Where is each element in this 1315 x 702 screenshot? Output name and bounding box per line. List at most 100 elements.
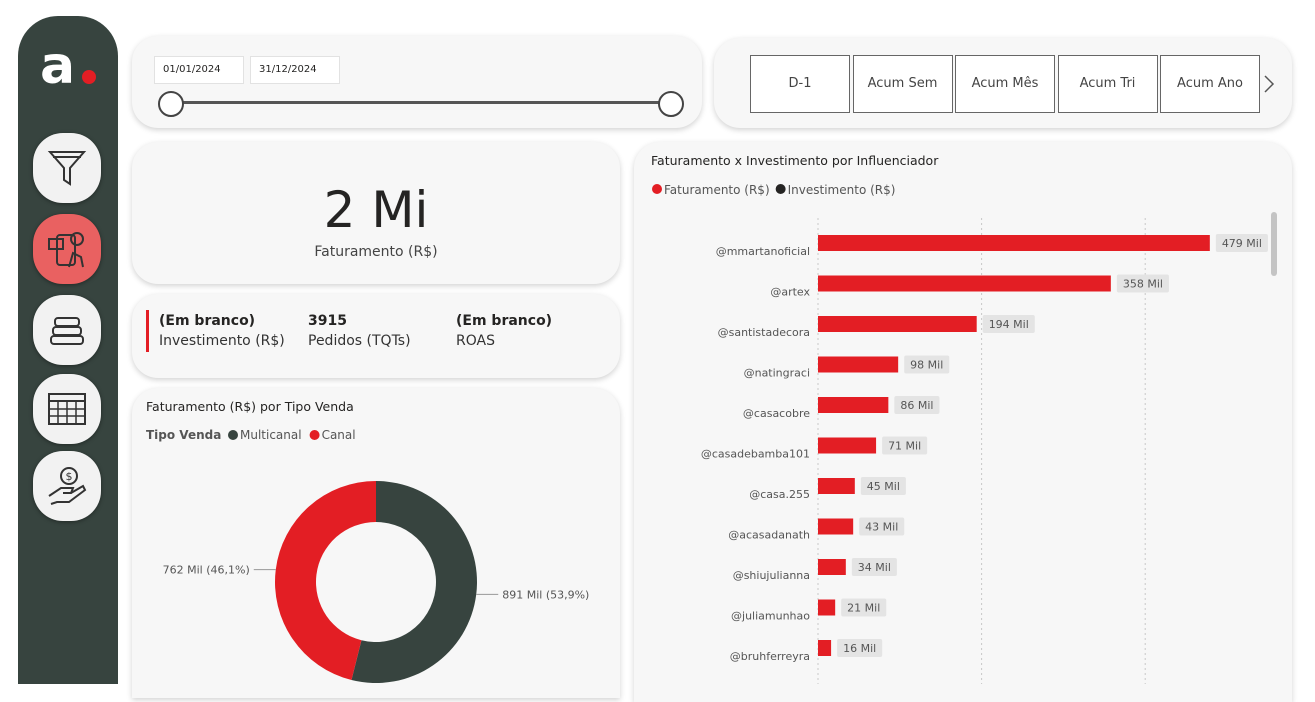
period-card: D-1 Acum Sem Acum Mês Acum Tri Acum Ano bbox=[714, 38, 1292, 128]
period-button[interactable]: Acum Tri bbox=[1057, 55, 1158, 113]
bar bbox=[818, 356, 899, 373]
data-label: 98 Mil bbox=[910, 359, 943, 372]
period-button[interactable]: D-1 bbox=[750, 55, 850, 113]
logo: a bbox=[40, 36, 76, 96]
metric-value: (Em branco) bbox=[159, 313, 256, 329]
start-date[interactable]: 01/01/2024 bbox=[154, 56, 244, 84]
donut-card: Faturamento (R$) por Tipo Venda Tipo Vend… bbox=[132, 388, 620, 698]
data-label-bg bbox=[1215, 234, 1268, 252]
svg-text:$: $ bbox=[66, 470, 73, 483]
data-label-bg bbox=[904, 355, 950, 374]
period-button[interactable]: Acum Sem bbox=[852, 55, 953, 113]
data-label: 43 Mil bbox=[865, 521, 898, 534]
bar bbox=[818, 599, 836, 616]
bar-card: Faturamento x Investimento por Influenci… bbox=[634, 142, 1292, 702]
data-label-bg bbox=[859, 517, 905, 536]
legend-label: Investimento (R$) bbox=[788, 183, 896, 197]
data-label-bg bbox=[841, 598, 887, 617]
legend-label: Multicanal bbox=[240, 428, 302, 442]
data-label: 45 Mil bbox=[867, 480, 900, 493]
category-label: @artex bbox=[770, 286, 810, 299]
finance-icon: $ bbox=[48, 467, 87, 505]
kpi-value: 2 Mi bbox=[323, 181, 429, 239]
page: a $ 01/01/2024 31/12/2024 D-1 Acum Sem Acu… bbox=[18, 16, 1292, 684]
bar bbox=[818, 640, 832, 656]
bar bbox=[818, 518, 854, 535]
metric-value: (Em branco) bbox=[456, 313, 553, 329]
data-label: 358 Mil bbox=[1123, 278, 1163, 291]
filter-icon bbox=[47, 151, 87, 186]
data-label-bg bbox=[860, 477, 906, 495]
category-label: @santistadecora bbox=[718, 326, 810, 339]
data-label: 762 Mil (46,1%) bbox=[163, 564, 250, 577]
bar bbox=[818, 397, 889, 413]
data-label-bg bbox=[851, 558, 897, 576]
data-label: 891 Mil (53,9%) bbox=[502, 588, 589, 601]
products-button[interactable] bbox=[33, 295, 101, 365]
sidebar: a $ bbox=[18, 16, 118, 684]
legend-title: Tipo Venda bbox=[146, 428, 221, 442]
bar bbox=[818, 478, 855, 494]
category-label: @bruhferreyra bbox=[730, 650, 810, 663]
bar bbox=[818, 275, 1111, 292]
bar bbox=[818, 559, 846, 575]
next-arrow[interactable] bbox=[1262, 74, 1276, 94]
metric-label: ROAS bbox=[456, 333, 495, 349]
influencer-button[interactable] bbox=[33, 214, 101, 284]
finance-button[interactable]: $ bbox=[33, 451, 101, 521]
legend-label: Faturamento (R$) bbox=[664, 183, 770, 197]
category-label: @casadebamba101 bbox=[701, 448, 810, 461]
date-filter-card: 01/01/2024 31/12/2024 bbox=[132, 36, 702, 128]
category-label: @juliamunhao bbox=[731, 610, 810, 623]
category-label: @casacobre bbox=[743, 407, 810, 420]
donut-slice bbox=[275, 481, 376, 680]
donut-chart: Faturamento (R$) por Tipo Venda Tipo Vend… bbox=[146, 399, 589, 683]
legend-marker bbox=[775, 184, 786, 194]
bar bbox=[818, 235, 1210, 251]
data-label: 479 Mil bbox=[1222, 237, 1262, 250]
category-label: @natingraci bbox=[744, 367, 810, 380]
data-label: 86 Mil bbox=[900, 399, 933, 412]
data-label-bg bbox=[837, 639, 883, 657]
bar bbox=[818, 437, 877, 454]
data-label: 16 Mil bbox=[843, 642, 876, 655]
category-label: @mmartanoficial bbox=[716, 245, 810, 258]
metric-value: 3915 bbox=[308, 313, 347, 329]
data-label: 194 Mil bbox=[989, 318, 1029, 331]
data-label-bg bbox=[894, 396, 940, 414]
period-button[interactable]: Acum Ano bbox=[1160, 55, 1260, 113]
data-label: 21 Mil bbox=[847, 602, 880, 615]
logo-dot bbox=[82, 70, 96, 84]
bar-chart: Faturamento x Investimento por Influenci… bbox=[651, 153, 1277, 684]
chart-title: Faturamento x Investimento por Influenci… bbox=[651, 153, 939, 168]
period-button[interactable]: Acum Mês bbox=[955, 55, 1055, 113]
slider-handle-end[interactable] bbox=[658, 91, 684, 117]
metric-label: Pedidos (TQTs) bbox=[308, 333, 411, 349]
category-label: @shiujulianna bbox=[733, 569, 810, 582]
legend-marker bbox=[228, 430, 238, 440]
legend-marker bbox=[309, 430, 320, 440]
accent-bar bbox=[146, 310, 149, 352]
data-label: 71 Mil bbox=[888, 440, 921, 453]
legend-label: Canal bbox=[322, 428, 356, 442]
kpi-label: Faturamento (R$) bbox=[314, 244, 438, 260]
chart-title: Faturamento (R$) por Tipo Venda bbox=[146, 399, 354, 414]
data-label-bg bbox=[982, 315, 1035, 333]
influencer-icon bbox=[48, 232, 84, 268]
filter-button[interactable] bbox=[33, 133, 101, 203]
data-label-bg bbox=[1116, 274, 1169, 293]
slider-track bbox=[170, 101, 670, 104]
data-label-bg bbox=[882, 436, 928, 455]
category-label: @acasadanath bbox=[728, 529, 810, 542]
data-label: 34 Mil bbox=[858, 561, 891, 574]
bar bbox=[818, 316, 977, 332]
table-button[interactable] bbox=[33, 374, 101, 444]
kpi-card: 2 Mi Faturamento (R$) bbox=[132, 142, 620, 284]
end-date[interactable]: 31/12/2024 bbox=[250, 56, 340, 84]
metric-label: Investimento (R$) bbox=[159, 333, 285, 349]
scrollbar bbox=[1271, 212, 1277, 276]
slider-handle-start[interactable] bbox=[158, 91, 184, 117]
legend-marker bbox=[652, 184, 662, 194]
products-icon bbox=[50, 317, 84, 345]
donut-slice bbox=[351, 481, 478, 683]
